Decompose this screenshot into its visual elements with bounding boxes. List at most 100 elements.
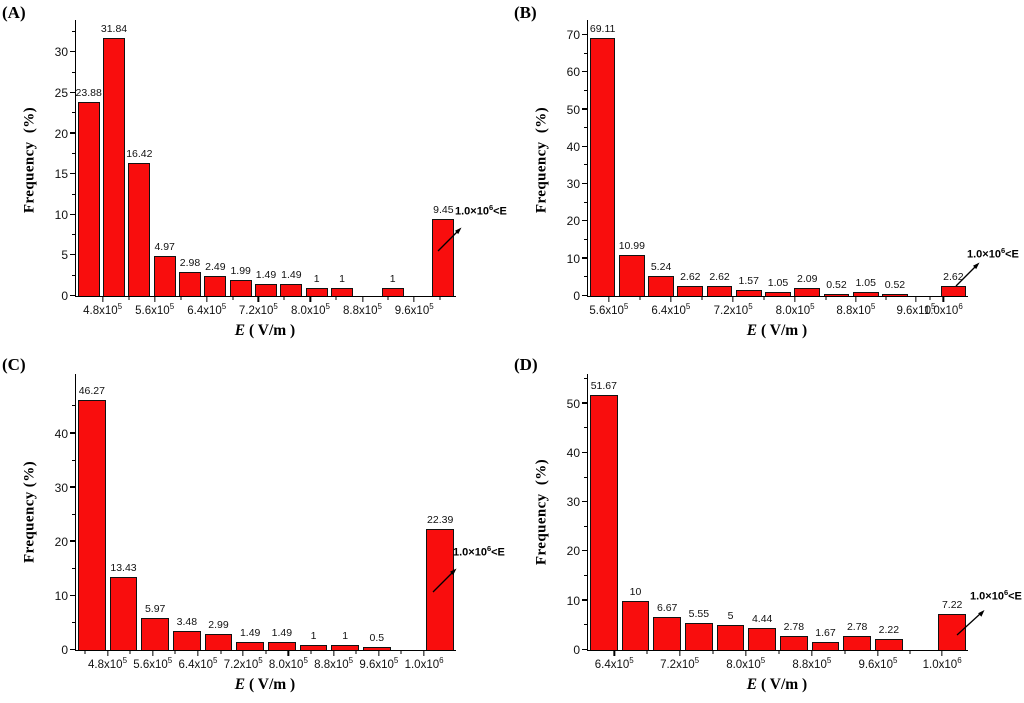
x-tick-label: 8.0x105 [726,656,766,671]
y-axis-tick [582,402,588,404]
annotation-text: 1.0×106<E [967,246,1019,261]
bar-value-label: 5.24 [650,261,672,274]
histogram-bar [229,279,252,296]
x-axis-symbol: E [746,322,758,339]
x-axis-tick [942,296,944,302]
y-axis-tick [70,486,76,488]
y-tick-label: 40 [566,445,580,460]
x-axis-minor-tick [355,650,357,654]
plot-area: 51.67 10 6.67 5.55 5 4.44 2.78 1.67 2.78 2.22 7.22… [567,374,968,671]
y-tick-label: 20 [566,214,580,229]
histogram-bar [716,625,745,650]
bar-value-label: 5 [727,610,734,623]
y-tick-label: 0 [573,289,580,303]
y-axis-title: Frequency (%) [21,106,38,214]
x-tick-label: 5.6x105 [589,302,629,317]
histogram-bar [852,292,879,296]
y-axis-minor-tick [584,127,588,129]
annotation-arrow [956,610,985,636]
x-axis-minor-tick [778,650,780,654]
bar-value-label: 1.57 [738,275,759,288]
bar-value-label: 2.78 [846,621,868,634]
x-axis-title: E ( V/m ) [75,676,455,694]
x-axis-minor-tick [310,650,312,654]
y-tick-label: 25 [54,86,68,101]
y-axis-tick [70,132,76,134]
x-axis-symbol: E [234,676,246,693]
histogram-bar [109,577,138,650]
histogram-bar [153,255,176,296]
histogram-bar [426,528,455,650]
y-tick-label: 20 [54,534,68,549]
histogram-bar [589,38,616,296]
y-axis-minor-tick [584,239,588,241]
x-axis-tick [608,296,610,302]
histogram-bar [684,622,713,650]
annotation-text: 1.0×106<E [455,203,507,218]
histogram-bar [77,102,100,296]
y-axis-minor-tick [584,525,588,527]
histogram-bar [706,286,733,296]
y-axis-minor-tick [72,274,76,276]
y-axis-minor-tick [72,234,76,236]
bar-value-label: 6.67 [656,602,678,615]
histogram-bar [843,636,872,650]
x-axis-minor-tick [909,650,911,654]
y-tick-label: 15 [54,167,68,182]
histogram-bar [940,286,967,296]
bar-value-label: 1.99 [230,264,251,277]
y-tick-label: 10 [54,588,68,603]
y-tick-label: 30 [54,45,68,60]
panel-d: (D) Frequency (%) 51.67 10 6.67 5.55 5 4.44 2.… [512,352,1024,703]
bar-value-label: 1 [339,272,345,285]
y-axis-minor-tick [584,377,588,379]
bar-value-label: 46.27 [78,384,105,397]
bar-value-label: 22.39 [427,513,454,526]
y-axis-minor-tick [72,621,76,623]
plot-area: 69.11 10.99 5.24 2.62 2.62 1.57 1.05 2.09 0.52 1.… [567,20,968,317]
bar-value-label: 3.48 [176,616,198,629]
histogram-bar [779,636,808,650]
x-tick-label: 8.8x105 [314,656,354,671]
y-tick-label: 0 [61,289,68,303]
bar-value-label: 1 [313,272,320,285]
x-tick-label: 9.6x105 [896,302,936,317]
histogram-bar [102,37,126,296]
y-axis-tick [582,33,588,35]
bar-value-label: 9.45 [433,204,454,217]
annotation-text: 1.0×106<E [453,544,505,559]
x-tick-label: 9.6x105 [858,656,898,671]
x-axis-tick [423,650,425,656]
x-axis-tick [811,650,813,656]
y-axis-tick [70,540,76,542]
x-axis-tick [152,650,154,656]
y-axis-minor-tick [72,567,76,569]
panel-letter: (C) [2,355,26,374]
bar-value-label: 2.49 [205,260,226,273]
x-tick-label: 8.8x105 [836,302,876,317]
x-axis-tick [287,650,290,656]
y-axis-tick [582,70,588,73]
y-axis-minor-tick [584,201,588,203]
x-axis-minor-tick [885,296,887,300]
y-axis-tick [70,294,76,296]
y-axis-tick [582,648,588,650]
y-axis-tick [582,500,588,503]
x-axis-minor-tick [128,296,130,300]
y-axis-minor-tick [584,575,588,577]
x-axis-tick [941,650,943,656]
x-axis-tick [154,296,156,302]
annotation-text: 1.0×106<E [970,588,1022,603]
x-axis-minor-tick [232,296,234,300]
bar-value-label: 1.05 [767,277,789,290]
x-axis-minor-tick [439,296,441,300]
y-tick-label: 10 [566,251,580,266]
bar-value-label: 23.88 [75,87,102,100]
x-tick-label: 6.4x105 [187,302,227,317]
y-axis-tick [70,432,76,434]
x-tick-label: 1.0x106 [922,656,962,671]
x-axis-tick [332,650,335,656]
x-tick-label: 9.6x105 [359,656,399,671]
x-axis-tick [197,650,199,656]
x-axis-minor-tick [84,650,86,654]
